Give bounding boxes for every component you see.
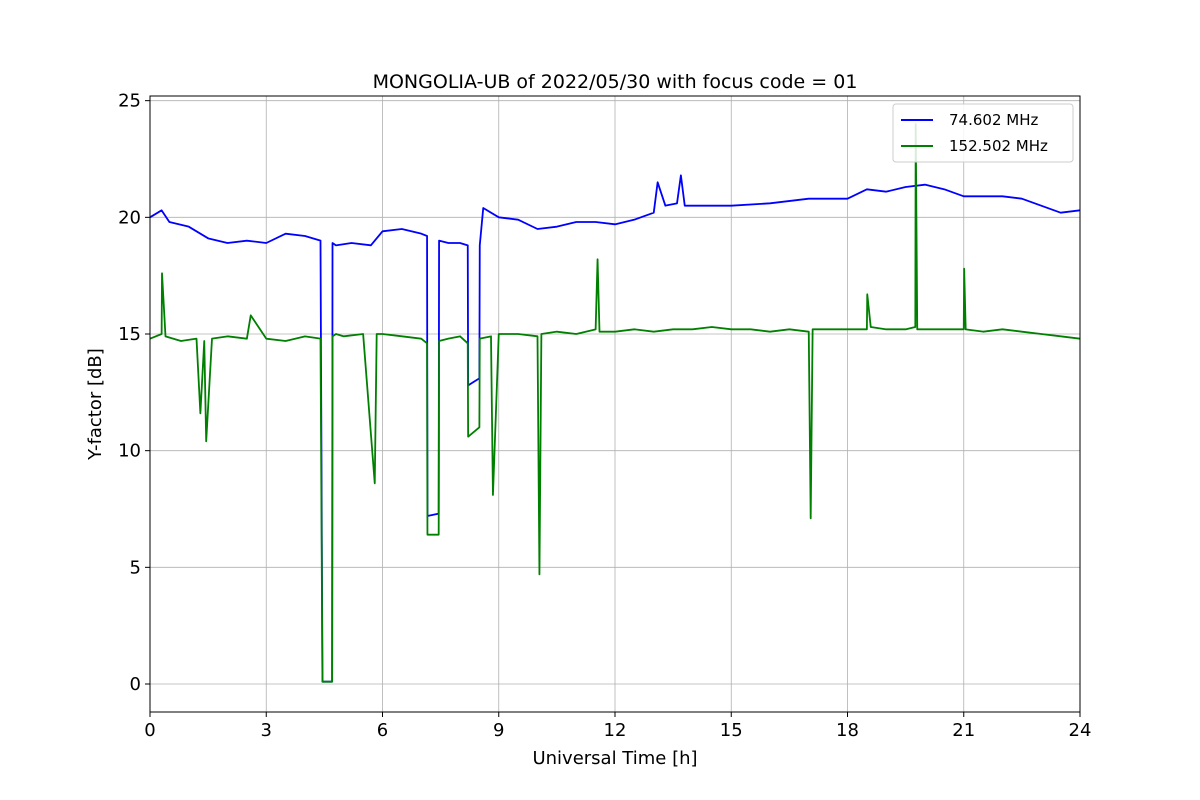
x-tick-label: 21 (952, 720, 975, 741)
x-tick-label: 0 (144, 720, 155, 741)
x-tick-label: 18 (836, 720, 859, 741)
x-tick-label: 3 (261, 720, 272, 741)
y-tick-label: 5 (130, 557, 141, 578)
x-axis-label: Universal Time [h] (532, 748, 697, 769)
legend-box (892, 103, 1074, 163)
series-layer (149, 123, 1081, 683)
x-tick-label: 12 (604, 720, 627, 741)
y-tick-label: 0 (130, 674, 141, 695)
series-line-0 (149, 174, 1081, 683)
x-tick-label: 15 (720, 720, 743, 741)
y-tick-label: 10 (118, 441, 141, 462)
legend: 74.602 MHz 152.502 MHz (892, 103, 1074, 163)
y-tick-label: 25 (118, 91, 141, 112)
x-tick-label: 24 (1069, 720, 1092, 741)
legend-label-0: 74.602 MHz (949, 111, 1038, 129)
x-tick-label: 9 (493, 720, 504, 741)
y-axis-label: Y-factor [dB] (85, 348, 106, 461)
y-tick-label: 15 (118, 324, 141, 345)
series-line-1 (149, 123, 1081, 683)
ticks: 0 3 6 9 12 15 18 21 24 0 5 10 15 20 25 (118, 91, 1091, 741)
chart-title: MONGOLIA-UB of 2022/05/30 with focus cod… (373, 71, 858, 93)
x-tick-label: 6 (377, 720, 388, 741)
y-tick-label: 20 (118, 207, 141, 228)
legend-label-1: 152.502 MHz (949, 137, 1048, 155)
